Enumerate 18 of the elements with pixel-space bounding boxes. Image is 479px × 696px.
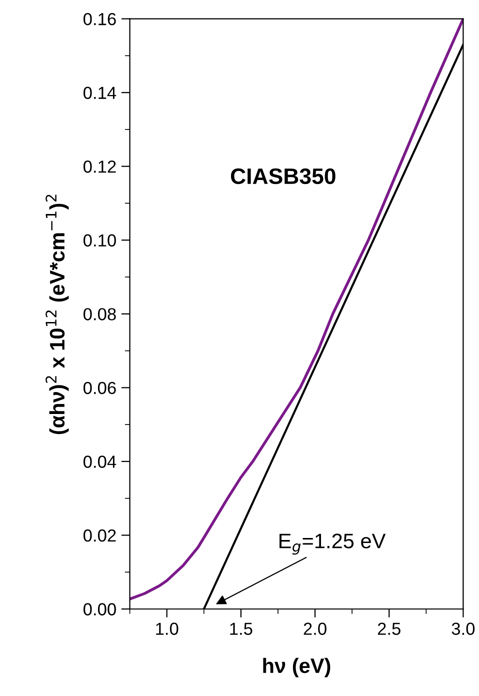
y-tick-label: 0.14: [84, 86, 116, 100]
y-tick-label: 0.12: [84, 160, 116, 173]
annotation: E$_{g}$=1.25 eV: [280, 534, 386, 555]
x-tick-label: 3.0: [452, 622, 475, 635]
x-tick-label: 1.0: [156, 622, 178, 635]
x-tick-label: 1.5: [230, 622, 252, 635]
y-tick-label: 0.00: [84, 603, 116, 616]
annotation: CIASB350: [230, 168, 336, 184]
y-axis-title: (αhν)$^{2}$ x 10$^{12}$ (eV*cm$^{−1}$)$^{2}$: [46, 194, 69, 434]
y-tick-label: 0.08: [84, 308, 116, 320]
x-tick-label: 2.0: [304, 622, 326, 635]
x-axis-title: hν (eV): [263, 658, 330, 678]
y-tick-label: 0.04: [84, 456, 116, 468]
y-tick-label: 0.06: [84, 382, 116, 394]
x-tick-label: 2.5: [378, 622, 400, 635]
y-tick-label: 0.02: [84, 529, 116, 542]
y-tick-label: 0.16: [84, 12, 116, 26]
y-tick-label: 0.10: [84, 234, 116, 247]
